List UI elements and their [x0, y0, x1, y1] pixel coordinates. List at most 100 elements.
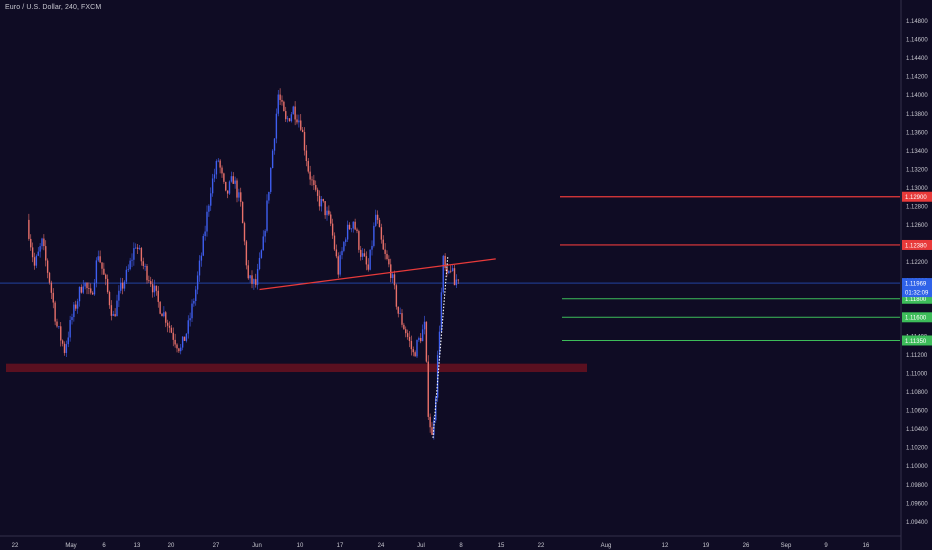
time-tick-label: 19	[703, 543, 710, 549]
candle-body	[58, 326, 60, 328]
candle-body	[129, 260, 131, 270]
price-tick-label: 1.11000	[906, 371, 928, 377]
candle-body	[131, 259, 133, 261]
candle-body	[35, 255, 38, 266]
candle-body	[163, 312, 165, 317]
candle-body	[322, 198, 324, 202]
candle-body	[311, 179, 313, 181]
candle-body	[46, 260, 49, 273]
candle-body	[313, 180, 315, 186]
chart-title: Euro / U.S. Dollar, 240, FXCM	[5, 4, 102, 11]
time-tick-label: 27	[213, 543, 220, 549]
candle-body	[378, 219, 381, 228]
candle-body	[206, 211, 208, 232]
candle-body	[388, 258, 390, 265]
time-tick-label: 22	[538, 543, 545, 549]
support-price-tag-text: 1.11350	[905, 339, 927, 345]
support-price-tag	[902, 312, 932, 323]
candle-body	[271, 150, 274, 169]
candle-body	[56, 321, 58, 327]
candle-body	[286, 118, 289, 120]
candle-body	[80, 286, 83, 293]
price-tick-label: 1.13600	[906, 130, 928, 136]
candle-body	[116, 300, 118, 317]
price-tick-label: 1.14200	[906, 75, 928, 81]
time-tick-label: 13	[134, 543, 141, 549]
candle-body	[303, 131, 306, 151]
candle-body	[37, 251, 39, 256]
candle-body	[375, 214, 377, 226]
candle-body	[183, 336, 186, 341]
candle-body	[110, 305, 113, 316]
candle-body	[346, 224, 349, 240]
candle-body	[397, 306, 399, 314]
candle-body	[345, 239, 347, 243]
candle-body	[440, 292, 443, 332]
candle-body	[82, 286, 84, 293]
candle-body	[348, 224, 351, 230]
candle-body	[99, 256, 101, 263]
candle-body	[442, 255, 444, 293]
candle-body	[189, 318, 191, 321]
candle-body	[140, 248, 143, 262]
price-tick-label: 1.12800	[906, 205, 928, 211]
resistance-price-tag	[902, 191, 932, 202]
candle-body	[324, 201, 326, 216]
candle-body	[187, 320, 189, 334]
candle-body	[86, 282, 88, 289]
candle-body	[453, 268, 456, 286]
candle-body	[204, 231, 206, 237]
bar-countdown: 01:32:09	[905, 290, 929, 296]
candle-body	[200, 255, 203, 261]
candle-body	[125, 269, 128, 282]
support-price-tag	[902, 293, 932, 304]
resistance-price-tag	[902, 239, 932, 250]
candle-body	[238, 192, 240, 198]
candle-body	[105, 274, 107, 279]
candle-body	[301, 129, 304, 132]
candle-body	[153, 285, 156, 293]
candle-body	[292, 106, 294, 115]
candle-body	[410, 340, 413, 350]
candle-body	[31, 247, 34, 258]
candle-body	[367, 264, 369, 270]
candle-body	[185, 333, 188, 341]
candle-body	[67, 337, 69, 345]
candle-body	[41, 238, 43, 247]
candle-body	[33, 257, 36, 266]
candle-body	[78, 286, 81, 302]
candle-body	[174, 339, 176, 345]
candle-body	[333, 235, 336, 250]
candle-body	[121, 282, 124, 289]
candle-body	[150, 281, 152, 285]
candle-body	[93, 282, 96, 295]
candle-body	[106, 278, 109, 292]
candle-body	[403, 324, 405, 330]
candle-body	[316, 189, 319, 196]
candle-body	[255, 279, 257, 285]
candle-body	[217, 160, 219, 162]
candle-body	[429, 416, 431, 428]
candle-body	[157, 290, 159, 302]
candle-body	[118, 290, 120, 301]
candle-body	[208, 205, 210, 212]
candle-body	[221, 167, 223, 174]
price-tick-label: 1.13800	[906, 112, 928, 118]
candle-body	[260, 250, 263, 258]
price-tick-label: 1.14800	[906, 19, 928, 25]
price-tick-label: 1.14400	[906, 56, 928, 62]
price-tick-label: 1.10600	[906, 409, 928, 415]
time-tick-label: 16	[863, 543, 870, 549]
candle-body	[101, 262, 103, 269]
support-price-tag-text: 1.11800	[905, 297, 927, 303]
candle-body	[457, 279, 459, 281]
candle-body	[54, 302, 56, 322]
candle-body	[114, 314, 116, 317]
candle-body	[60, 326, 62, 341]
price-tick-label: 1.13200	[906, 167, 928, 173]
candle-body	[245, 241, 248, 266]
candle-body	[298, 120, 300, 123]
candle-body	[326, 210, 328, 216]
candle-body	[266, 200, 268, 231]
